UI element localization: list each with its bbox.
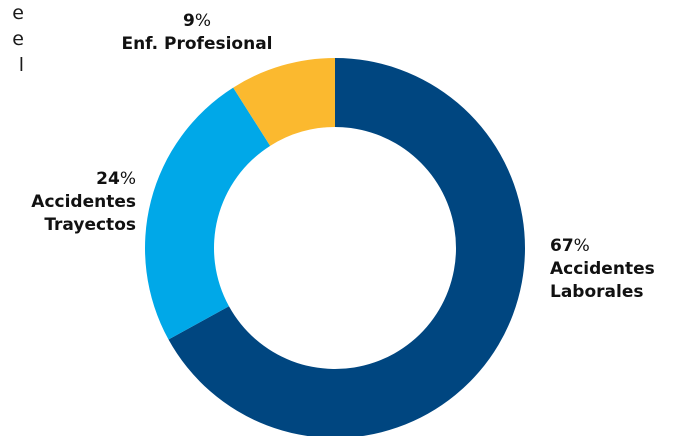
- pct-value: 9: [183, 11, 195, 31]
- label-line: Enf. Profesional: [121, 34, 273, 54]
- pct-sign: %: [119, 169, 136, 189]
- clipped-text-line: l: [18, 54, 24, 76]
- pct-value: 67: [550, 236, 574, 256]
- donut-slice-enf-profesional: [233, 58, 335, 146]
- label-accidentes-laborales: 67% Accidentes Laborales: [550, 235, 670, 304]
- clipped-text-line: e: [12, 2, 24, 24]
- pct-sign: %: [573, 236, 590, 256]
- label-line: Trayectos: [44, 215, 136, 235]
- label-accidentes-trayectos: 24% Accidentes Trayectos: [6, 168, 136, 237]
- label-line: Accidentes: [550, 259, 655, 279]
- label-enf-profesional: 9% Enf. Profesional: [104, 10, 290, 56]
- clipped-paragraph: e e l: [0, 0, 40, 120]
- donut-slice-accidentes-trayectos: [144, 87, 271, 340]
- pct-value: 24: [96, 169, 120, 189]
- pct-sign: %: [194, 11, 211, 31]
- donut-slice-accidentes-laborales: [168, 58, 525, 436]
- clipped-text-line: e: [12, 28, 24, 50]
- label-line: Laborales: [550, 282, 644, 302]
- label-line: Accidentes: [31, 192, 136, 212]
